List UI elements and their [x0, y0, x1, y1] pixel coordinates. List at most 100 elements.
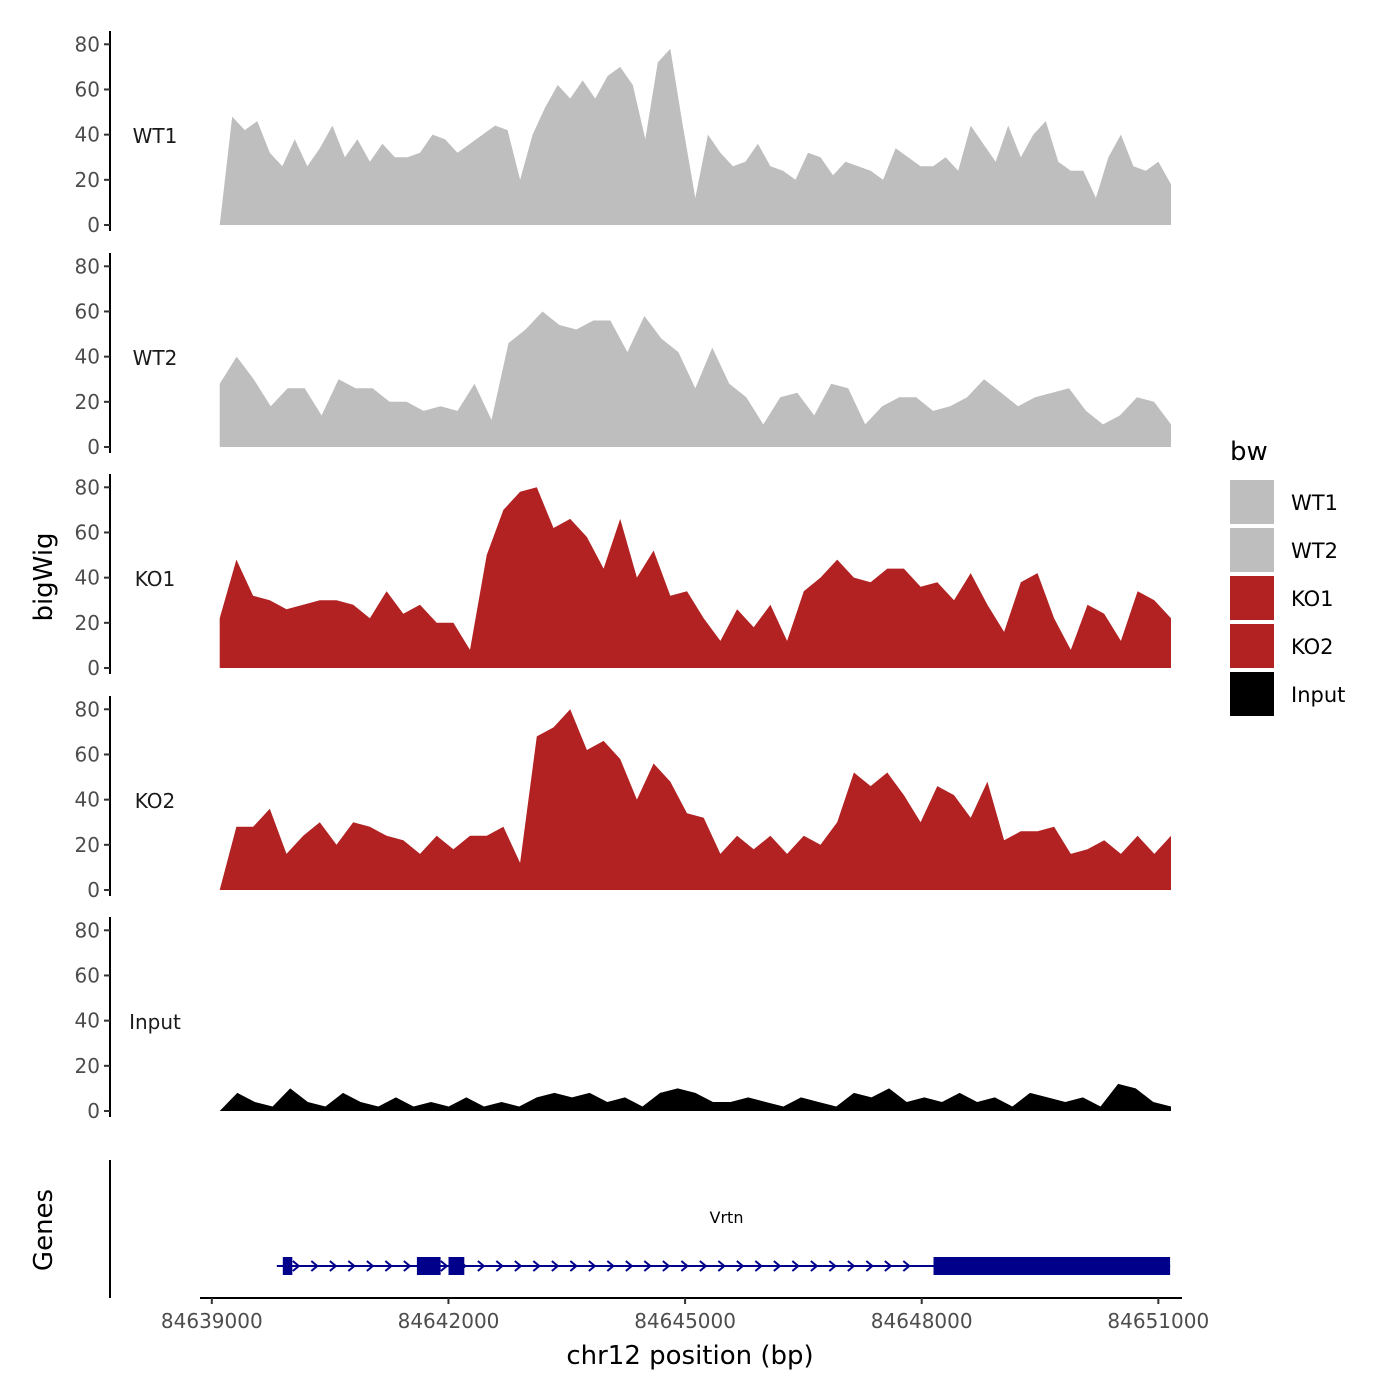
strand-arrow: [884, 1260, 893, 1272]
y-tick-label: 40: [75, 123, 100, 147]
strand-arrow: [514, 1260, 523, 1272]
strand-arrow: [736, 1260, 745, 1272]
strand-arrow: [292, 1260, 301, 1272]
legend-label-ko2: KO2: [1291, 635, 1334, 659]
coverage-tracks: 0 20 40 60 80 WT1 0 20 40 60 80 WT2 0 20 40 60 80 KO1 0 20 4…: [75, 31, 1171, 1123]
y-tick-label: 80: [75, 918, 100, 942]
legend-swatch-ko2: [1230, 624, 1274, 668]
x-axis-title: chr12 position (bp): [566, 1341, 813, 1371]
strand-arrow: [384, 1260, 393, 1272]
strand-arrow: [810, 1260, 819, 1272]
legend: bw WT1 WT2 KO1 KO2 Input: [1230, 437, 1345, 716]
y-tick-label: 80: [75, 254, 100, 278]
exon: [933, 1257, 1171, 1275]
gene-track: Vrtn: [109, 1160, 1171, 1298]
strand-arrow: [569, 1260, 578, 1272]
strand-arrow: [828, 1260, 837, 1272]
y-tick-label: 60: [75, 299, 100, 323]
y-tick-label: 40: [75, 1009, 100, 1033]
strand-arrow: [754, 1260, 763, 1272]
exon: [282, 1257, 293, 1275]
strand-arrow: [902, 1260, 911, 1272]
strand-arrow: [717, 1260, 726, 1272]
y-tick-label: 80: [75, 697, 100, 721]
legend-swatch-wt2: [1230, 528, 1274, 572]
track-label: KO1: [135, 567, 176, 591]
y-tick-label: 20: [75, 611, 100, 635]
strand-arrow: [643, 1260, 652, 1272]
strand-arrow: [532, 1260, 541, 1272]
strand-arrow: [588, 1260, 597, 1272]
area-wt1: [219, 48, 1171, 225]
strand-arrow: [477, 1260, 486, 1272]
y-tick-label: 80: [75, 475, 100, 499]
y-tick-label: 40: [75, 345, 100, 369]
strand-arrow: [366, 1260, 375, 1272]
strand-arrow: [847, 1260, 856, 1272]
legend-swatch-input: [1230, 672, 1274, 716]
track-label: KO2: [135, 789, 176, 813]
x-tick-label: 84639000: [161, 1309, 263, 1333]
area-ko1: [219, 487, 1171, 668]
y-tick-label: 0: [87, 1099, 100, 1123]
track-label: WT1: [133, 124, 178, 148]
panel-ko2: 0 20 40 60 80 KO2: [75, 696, 1171, 902]
y-tick-label: 80: [75, 32, 100, 56]
y-tick-label: 60: [75, 520, 100, 544]
strand-arrow: [662, 1260, 671, 1272]
x-tick-label: 84645000: [634, 1309, 736, 1333]
area-ko2: [219, 709, 1171, 890]
legend-label-wt2: WT2: [1291, 539, 1338, 563]
x-tick-label: 84648000: [871, 1309, 973, 1333]
strand-arrow: [865, 1260, 874, 1272]
exon: [448, 1257, 465, 1275]
y-tick-label: 40: [75, 788, 100, 812]
strand-arrow: [791, 1260, 800, 1272]
panel-input: 0 20 40 60 80 Input: [75, 917, 1171, 1123]
track-label: WT2: [133, 346, 178, 370]
y-tick-label: 20: [75, 390, 100, 414]
y-tick-label: 60: [75, 742, 100, 766]
gene-label: Vrtn: [710, 1208, 744, 1227]
legend-title: bw: [1230, 437, 1268, 467]
x-axis: 84639000 84642000 84645000 84648000 84651000: [161, 1297, 1209, 1333]
strand-arrow: [625, 1260, 634, 1272]
legend-label-wt1: WT1: [1291, 491, 1338, 515]
y-tick-label: 20: [75, 1054, 100, 1078]
strand-arrow: [551, 1260, 560, 1272]
y-axis-title: bigWig: [29, 532, 59, 621]
y-tick-label: 20: [75, 833, 100, 857]
y-tick-label: 0: [87, 878, 100, 902]
panel-wt1: 0 20 40 60 80 WT1: [75, 31, 1171, 237]
x-tick-label: 84651000: [1107, 1309, 1209, 1333]
legend-swatch-ko1: [1230, 576, 1274, 620]
strand-arrow: [440, 1260, 449, 1272]
area-input: [219, 1083, 1171, 1111]
y-tick-label: 0: [87, 213, 100, 237]
panel-ko1: 0 20 40 60 80 KO1: [75, 474, 1171, 680]
exon: [416, 1257, 441, 1275]
strand-arrow: [347, 1260, 356, 1272]
y-tick-label: 40: [75, 566, 100, 590]
y-tick-label: 0: [87, 656, 100, 680]
legend-swatch-wt1: [1230, 480, 1274, 524]
legend-label-input: Input: [1291, 683, 1345, 707]
strand-arrow: [403, 1260, 412, 1272]
strand-arrow: [699, 1260, 708, 1272]
genes-axis-title: Genes: [29, 1189, 59, 1271]
strand-arrow: [310, 1260, 319, 1272]
strand-arrow: [329, 1260, 338, 1272]
strand-arrow: [606, 1260, 615, 1272]
strand-arrow: [680, 1260, 689, 1272]
strand-arrow: [495, 1260, 504, 1272]
x-tick-label: 84642000: [398, 1309, 500, 1333]
panel-wt2: 0 20 40 60 80 WT2: [75, 253, 1171, 459]
y-tick-label: 60: [75, 77, 100, 101]
y-tick-label: 60: [75, 963, 100, 987]
y-tick-label: 0: [87, 435, 100, 459]
y-tick-label: 20: [75, 168, 100, 192]
strand-arrow: [773, 1260, 782, 1272]
area-wt2: [219, 311, 1171, 447]
legend-label-ko1: KO1: [1291, 587, 1334, 611]
